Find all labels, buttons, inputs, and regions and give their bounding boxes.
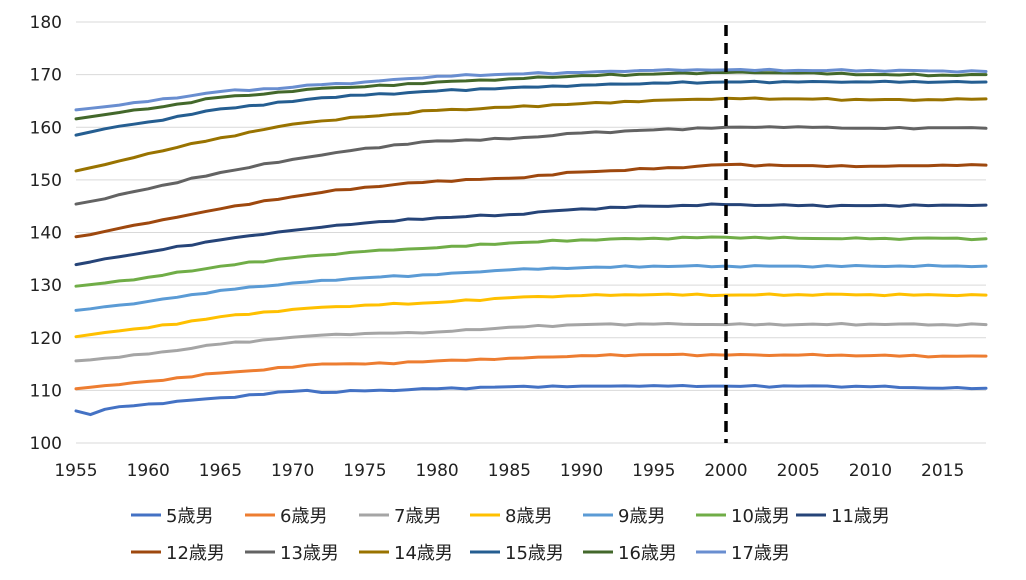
y-tick-label: 180: [30, 13, 62, 33]
legend-label: 16歳男: [618, 543, 677, 564]
series-line: [74, 235, 988, 288]
legend-item: 15歳男: [470, 543, 564, 564]
legend-item: 14歳男: [359, 543, 453, 564]
x-tick-label: 1995: [632, 461, 675, 481]
series-line: [74, 125, 988, 206]
series-line: [74, 263, 988, 312]
legend-item: 6歳男: [245, 506, 327, 527]
series-line: [74, 321, 988, 363]
legend-label: 6歳男: [280, 506, 327, 527]
x-tick-label: 1990: [560, 461, 603, 481]
legend-label: 11歳男: [831, 506, 890, 527]
legend-label: 5歳男: [166, 506, 213, 527]
series-line: [74, 67, 988, 112]
y-tick-label: 140: [30, 224, 62, 244]
series-line: [74, 96, 988, 173]
y-tick-label: 150: [30, 171, 62, 191]
legend-item: 5歳男: [131, 506, 213, 527]
legend-label: 7歳男: [394, 506, 441, 527]
legend-label: 10歳男: [731, 506, 790, 527]
legend-item: 12歳男: [131, 543, 225, 564]
series-line: [74, 70, 988, 121]
legend-item: 9歳男: [583, 506, 665, 527]
legend-item: 16歳男: [583, 543, 677, 564]
x-tick-label: 1980: [415, 461, 458, 481]
legend-label: 9歳男: [618, 506, 665, 527]
legend-item: 10歳男: [696, 506, 790, 527]
y-tick-label: 160: [30, 118, 62, 138]
y-tick-label: 170: [30, 66, 62, 86]
series-lines: [74, 67, 988, 417]
y-tick-label: 120: [30, 329, 62, 349]
legend-label: 8歳男: [505, 506, 552, 527]
series-line: [74, 292, 988, 339]
legend-label: 13歳男: [280, 543, 339, 564]
x-tick-label: 2005: [777, 461, 820, 481]
series-line: [74, 202, 988, 267]
y-tick-label: 100: [30, 434, 62, 454]
legend-label: 15歳男: [505, 543, 564, 564]
x-tick-label: 1965: [199, 461, 242, 481]
x-tick-label: 1985: [488, 461, 531, 481]
x-tick-label: 2015: [921, 461, 964, 481]
legend-item: 7歳男: [359, 506, 441, 527]
series-line: [74, 352, 988, 391]
legend-label: 12歳男: [166, 543, 225, 564]
legend: 5歳男 6歳男 7歳男 8歳男 9歳男 10歳男 11歳男 12歳男 13歳男 14歳男 15歳男 1…: [131, 506, 890, 564]
series-line: [74, 383, 988, 417]
x-tick-label: 2010: [849, 461, 892, 481]
x-tick-label: 1975: [343, 461, 386, 481]
legend-item: 11歳男: [796, 506, 890, 527]
x-tick-label: 1960: [127, 461, 170, 481]
legend-item: 17歳男: [696, 543, 790, 564]
gridlines: [76, 21, 986, 444]
x-tick-label: 2000: [704, 461, 747, 481]
legend-item: 8歳男: [470, 506, 552, 527]
x-tick-label: 1970: [271, 461, 314, 481]
legend-label: 17歳男: [731, 543, 790, 564]
series-line: [74, 79, 988, 137]
y-tick-label: 110: [30, 381, 62, 401]
legend-item: 13歳男: [245, 543, 339, 564]
y-tick-label: 130: [30, 276, 62, 296]
x-tick-label: 1955: [54, 461, 97, 481]
legend-label: 14歳男: [394, 543, 453, 564]
x-axis-ticks: 1955 1960 1965 1970 1975 1980 1985 1990 1995 2000…: [54, 461, 964, 481]
series-line: [74, 162, 988, 239]
y-axis-ticks: 100 110 120 130 140 150 160 170 180: [30, 13, 62, 454]
